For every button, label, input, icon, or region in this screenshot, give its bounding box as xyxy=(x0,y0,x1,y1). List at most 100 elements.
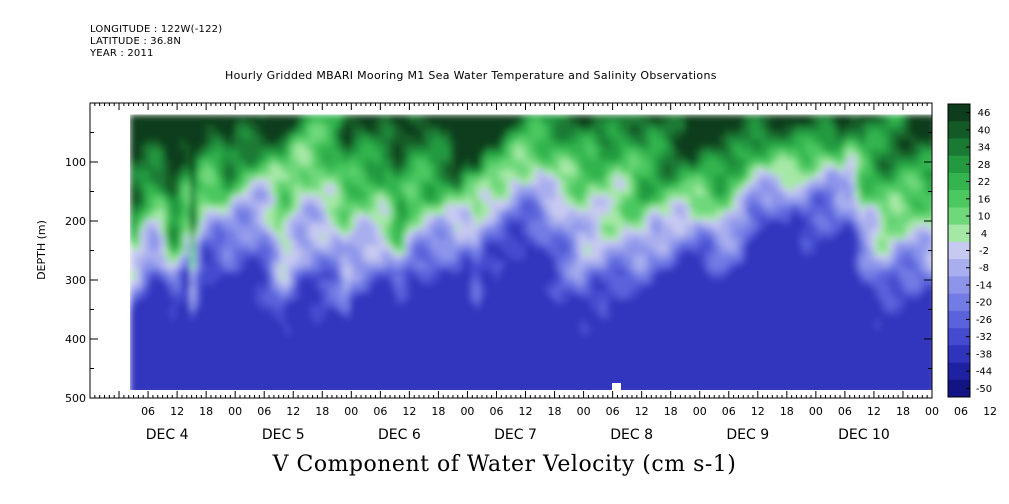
heatmap-cell xyxy=(495,364,501,371)
heatmap-cell xyxy=(330,239,336,246)
heatmap-cell xyxy=(285,254,291,261)
heatmap-cell xyxy=(515,154,521,161)
heatmap-cell xyxy=(220,329,226,336)
heatmap-cell xyxy=(345,129,351,136)
heatmap-cell xyxy=(275,219,281,226)
heatmap-cell xyxy=(255,299,261,306)
heatmap-cell xyxy=(255,234,261,241)
heatmap-cell xyxy=(460,159,466,166)
heatmap-cell xyxy=(150,324,156,331)
heatmap-cell xyxy=(225,359,231,366)
heatmap-cell xyxy=(250,334,256,341)
heatmap-cell xyxy=(340,219,346,226)
heatmap-cell xyxy=(265,329,271,336)
heatmap-cell xyxy=(235,319,241,326)
heatmap-cell xyxy=(285,174,291,181)
heatmap-cell xyxy=(315,254,321,261)
heatmap-cell xyxy=(450,309,456,316)
heatmap-cell xyxy=(385,229,391,236)
heatmap-cell xyxy=(535,384,541,390)
heatmap-cell xyxy=(215,279,221,286)
heatmap-cell xyxy=(485,169,491,176)
heatmap-cell xyxy=(355,379,361,386)
heatmap-cell xyxy=(245,199,251,206)
heatmap-cell xyxy=(150,229,156,236)
heatmap-cell xyxy=(190,234,196,241)
heatmap-cell xyxy=(400,199,406,206)
heatmap-cell xyxy=(235,314,241,321)
heatmap-cell xyxy=(210,234,216,241)
heatmap-cell xyxy=(405,204,411,211)
heatmap-cell xyxy=(255,259,261,266)
heatmap-cell xyxy=(345,274,351,281)
heatmap-cell xyxy=(460,279,466,286)
heatmap-cell xyxy=(535,149,541,156)
heatmap-cell xyxy=(245,364,251,371)
heatmap-cell xyxy=(425,349,431,356)
heatmap-cell xyxy=(370,329,376,336)
heatmap-cell xyxy=(525,254,531,261)
heatmap-cell xyxy=(405,164,411,171)
heatmap-cell xyxy=(215,254,221,261)
heatmap-cell xyxy=(535,159,541,166)
heatmap-cell xyxy=(230,379,236,386)
heatmap-cell xyxy=(300,184,306,191)
heatmap-cell xyxy=(410,249,416,256)
heatmap-cell xyxy=(220,344,226,351)
heatmap-cell xyxy=(465,349,471,356)
heatmap-cell xyxy=(345,284,351,291)
heatmap-cell xyxy=(490,254,496,261)
heatmap-cell xyxy=(400,364,406,371)
heatmap-cell xyxy=(385,269,391,276)
heatmap-cell xyxy=(350,264,356,271)
heatmap-cell xyxy=(260,149,266,156)
heatmap-cell xyxy=(440,209,446,216)
heatmap-cell xyxy=(150,219,156,226)
heatmap-cell xyxy=(280,114,286,121)
heatmap-cell xyxy=(440,314,446,321)
heatmap-cell xyxy=(565,174,571,181)
heatmap-cell xyxy=(295,129,301,136)
heatmap-cell xyxy=(345,334,351,341)
heatmap-cell xyxy=(285,309,291,316)
heatmap-cell xyxy=(465,369,471,376)
heatmap-cell xyxy=(185,139,191,146)
heatmap-cell xyxy=(500,279,506,286)
heatmap-cell xyxy=(380,124,386,131)
heatmap-cell xyxy=(520,189,526,196)
heatmap-cell xyxy=(415,239,421,246)
heatmap-cell xyxy=(190,359,196,366)
heatmap-cell xyxy=(440,154,446,161)
heatmap-cell xyxy=(555,149,561,156)
heatmap-cell xyxy=(275,249,281,256)
heatmap-cell xyxy=(460,149,466,156)
heatmap-cell xyxy=(415,219,421,226)
heatmap-cell xyxy=(160,219,166,226)
heatmap-cell xyxy=(360,264,366,271)
heatmap-cell xyxy=(240,249,246,256)
heatmap-cell xyxy=(385,134,391,141)
heatmap-cell xyxy=(150,389,156,390)
heatmap-cell xyxy=(440,194,446,201)
heatmap-cell xyxy=(520,264,526,271)
heatmap-cell xyxy=(250,144,256,151)
heatmap-cell xyxy=(405,299,411,306)
heatmap-cell xyxy=(355,144,361,151)
heatmap-cell xyxy=(450,164,456,171)
heatmap-cell xyxy=(515,129,521,136)
heatmap-cell xyxy=(270,139,276,146)
heatmap-cell xyxy=(350,154,356,161)
heatmap-cell xyxy=(400,359,406,366)
heatmap-cell xyxy=(535,199,541,206)
heatmap-cell xyxy=(280,189,286,196)
heatmap-cell xyxy=(540,124,546,131)
heatmap-cell xyxy=(240,204,246,211)
heatmap-cell xyxy=(130,294,136,301)
heatmap-cell xyxy=(275,229,281,236)
heatmap-cell xyxy=(360,154,366,161)
heatmap-cell xyxy=(370,244,376,251)
heatmap-cell xyxy=(560,279,566,286)
heatmap-cell xyxy=(390,344,396,351)
heatmap-cell xyxy=(140,304,146,311)
heatmap-cell xyxy=(250,384,256,390)
